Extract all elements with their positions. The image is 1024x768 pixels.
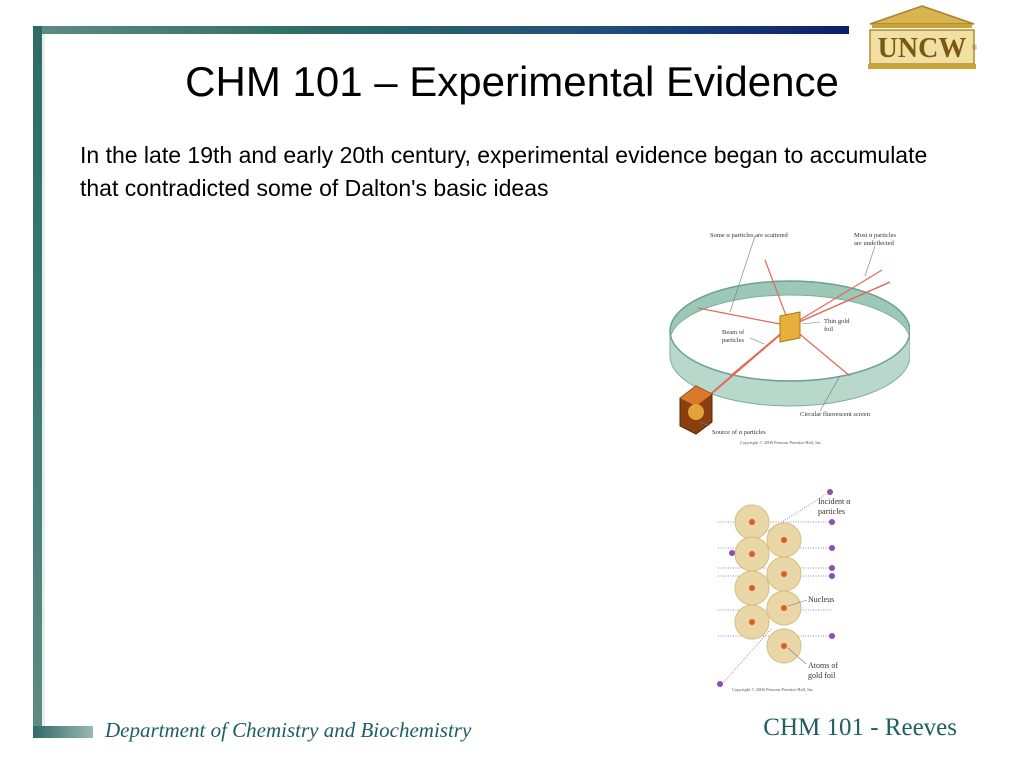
label-screen: Circular fluorescent screen — [800, 411, 871, 418]
figure1-copyright: Copyright © 2006 Pearson Prentice Hall, … — [740, 440, 822, 446]
label-source: Source of α particles — [712, 429, 766, 436]
label-foil-2: foil — [824, 326, 833, 333]
uncw-logo: UNCW ® — [868, 5, 978, 69]
figure2-copyright: Copyright © 2006 Pearson Prentice Hall, … — [732, 687, 814, 693]
slide-title: CHM 101 – Experimental Evidence — [185, 58, 839, 105]
uncw-logo-mark: ® — [972, 44, 978, 52]
label-incident-1: Incident α — [818, 497, 851, 506]
slide-frame-top — [33, 26, 849, 34]
footer-course: CHM 101 - Reeves — [763, 714, 957, 741]
slide-frame-inner — [42, 34, 45, 726]
slide-frame-left — [33, 26, 42, 738]
label-incident-2: particles — [818, 507, 845, 516]
label-foil-1: Thin gold — [824, 318, 850, 325]
gold-foil-apparatus-figure: Some α particles are scattered Most α pa… — [669, 232, 910, 446]
label-nucleus: Nucleus — [808, 595, 834, 604]
slide-frame-bottom-cap — [33, 726, 93, 738]
label-beam-1: Beam of — [722, 329, 745, 336]
label-scattered: Some α particles are scattered — [710, 232, 789, 239]
label-undeflected-1: Most α particles — [854, 232, 897, 239]
label-beam-2: particles — [722, 337, 744, 344]
footer-department: Department of Chemistry and Biochemistry — [105, 718, 472, 742]
uncw-logo-text: UNCW — [878, 33, 967, 64]
slide-body-text: In the late 19th and early 20th century,… — [80, 142, 928, 201]
gold-atoms-figure: Incident α particles Nucleus Atoms of go… — [717, 489, 851, 693]
label-undeflected-2: are undeflected — [854, 240, 895, 247]
label-atoms-2: gold foil — [808, 671, 836, 680]
label-atoms-1: Atoms of — [808, 661, 838, 670]
